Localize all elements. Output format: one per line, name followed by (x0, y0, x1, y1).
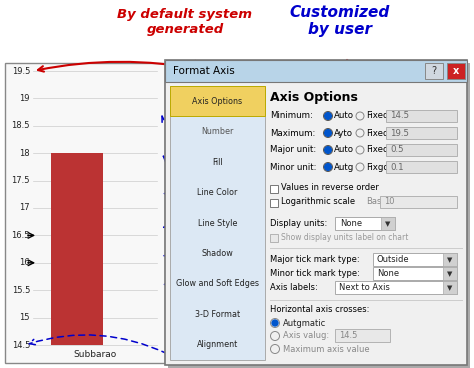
Bar (386, 110, 457, 122)
Text: 19.5: 19.5 (12, 67, 30, 75)
Bar (170, 86, 265, 116)
Text: Axis Options: Axis Options (270, 92, 358, 105)
Text: By default system
generated: By default system generated (118, 8, 253, 36)
Text: Base:: Base: (366, 198, 389, 206)
Text: 15.5: 15.5 (12, 286, 30, 295)
Text: Shadow: Shadow (201, 249, 233, 258)
Text: 16: 16 (19, 258, 30, 267)
Text: Subbarao: Subbarao (73, 350, 117, 359)
Text: 14.5: 14.5 (339, 332, 357, 340)
Text: Horizontal axis crosses:: Horizontal axis crosses: (270, 305, 369, 315)
Text: 0.5: 0.5 (390, 145, 404, 155)
Text: Show display units label on chart: Show display units label on chart (281, 233, 409, 241)
Text: x: x (453, 66, 459, 76)
Bar (443, 281, 457, 294)
Bar (5, 63, 165, 363)
Bar (170, 86, 265, 360)
Text: Auto: Auto (334, 145, 354, 155)
Text: 15: 15 (19, 313, 30, 322)
Text: Next to Axis: Next to Axis (339, 283, 390, 293)
Bar (443, 253, 457, 266)
Text: 18: 18 (19, 149, 30, 158)
Bar (165, 60, 467, 82)
Text: Fill: Fill (212, 158, 223, 167)
Text: Autgmatic: Autgmatic (283, 318, 326, 328)
Text: ?: ? (431, 66, 437, 76)
Text: Line Style: Line Style (198, 219, 237, 227)
Text: Values in reverse order: Values in reverse order (281, 184, 379, 192)
Bar (425, 63, 443, 79)
Bar (165, 60, 467, 365)
Text: Minimum:: Minimum: (270, 112, 313, 120)
Bar (335, 329, 390, 342)
Bar (51, 153, 103, 345)
Text: Glow and Soft Edges: Glow and Soft Edges (176, 279, 259, 289)
Text: Customized
by user: Customized by user (290, 5, 390, 38)
Text: ▼: ▼ (385, 221, 391, 227)
Text: Autg: Autg (334, 163, 354, 171)
Text: Minor tick mark type:: Minor tick mark type: (270, 269, 360, 279)
Circle shape (325, 130, 331, 137)
Text: 14.5: 14.5 (390, 112, 409, 120)
Text: Axis Options: Axis Options (192, 97, 243, 106)
Text: Logarithmic scale: Logarithmic scale (281, 198, 355, 206)
Circle shape (272, 320, 278, 326)
Circle shape (325, 163, 331, 170)
Text: Line Color: Line Color (197, 188, 237, 197)
Bar (386, 144, 457, 156)
Text: 19.5: 19.5 (390, 128, 409, 138)
Text: Axis labels:: Axis labels: (270, 283, 318, 293)
Text: Major tick mark type:: Major tick mark type: (270, 255, 360, 265)
Text: ▼: ▼ (447, 271, 453, 277)
Text: Display units:: Display units: (270, 219, 327, 229)
Bar (386, 127, 457, 139)
Text: ▼: ▼ (447, 257, 453, 263)
Text: Number: Number (201, 127, 234, 136)
Text: None: None (340, 219, 362, 229)
Text: Fixed: Fixed (366, 128, 389, 138)
Text: 17: 17 (19, 204, 30, 212)
Text: Maximum axis value: Maximum axis value (283, 344, 370, 354)
Text: 0.1: 0.1 (390, 163, 404, 171)
Text: 19: 19 (19, 94, 30, 103)
Text: 16.5: 16.5 (11, 231, 30, 240)
Text: Axis valug:: Axis valug: (283, 332, 329, 340)
Text: Auto: Auto (334, 112, 354, 120)
Bar (447, 63, 465, 79)
Text: 3-D Format: 3-D Format (195, 310, 240, 319)
Bar (270, 234, 278, 242)
Bar (168, 63, 470, 368)
Circle shape (325, 113, 331, 120)
Bar (386, 161, 457, 173)
Text: Major unit:: Major unit: (270, 145, 316, 155)
Bar (335, 217, 395, 230)
Text: Outside: Outside (377, 255, 410, 265)
Bar (270, 185, 278, 193)
Text: Fixed: Fixed (366, 145, 389, 155)
Bar (373, 253, 457, 266)
Text: 18.5: 18.5 (11, 121, 30, 130)
Text: Ayto: Ayto (334, 128, 353, 138)
Bar (381, 217, 395, 230)
Text: None: None (377, 269, 399, 279)
Bar (373, 267, 457, 280)
Text: Fixed: Fixed (366, 112, 389, 120)
Text: Minor unit:: Minor unit: (270, 163, 317, 171)
Bar (270, 199, 278, 207)
Text: Format Axis: Format Axis (173, 66, 235, 76)
Text: Fixgd: Fixgd (366, 163, 389, 171)
Bar (380, 196, 457, 208)
Bar (443, 267, 457, 280)
Text: 14.5: 14.5 (12, 340, 30, 350)
Text: Alignment: Alignment (197, 340, 238, 349)
Bar (335, 281, 457, 294)
Text: 10: 10 (384, 198, 394, 206)
Circle shape (325, 146, 331, 153)
Text: 17.5: 17.5 (11, 176, 30, 185)
Text: Maximum:: Maximum: (270, 128, 315, 138)
Text: ▼: ▼ (447, 285, 453, 291)
